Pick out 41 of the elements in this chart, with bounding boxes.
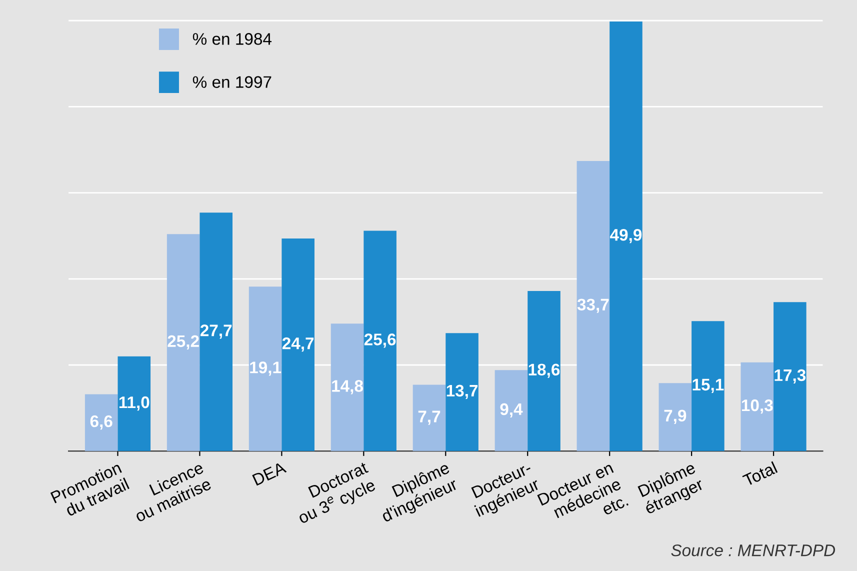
bar xyxy=(200,212,233,452)
bar xyxy=(282,238,314,452)
data-label: 27,7 xyxy=(200,324,232,339)
bar xyxy=(446,333,478,452)
bar xyxy=(774,302,806,452)
data-label: 33,7 xyxy=(577,298,609,313)
bar xyxy=(494,370,528,452)
data-label: 11,0 xyxy=(119,396,150,411)
bar xyxy=(412,384,446,452)
data-label: 49,9 xyxy=(610,228,642,244)
data-label: 17,3 xyxy=(774,369,806,384)
bar xyxy=(330,324,364,452)
bar xyxy=(166,234,200,452)
data-label: 7,9 xyxy=(664,410,686,424)
bar xyxy=(576,160,610,452)
bar xyxy=(528,290,560,452)
bar xyxy=(84,394,118,452)
bar xyxy=(740,362,774,452)
bar xyxy=(248,286,282,452)
data-label: 24,7 xyxy=(282,337,314,352)
data-label: 25,6 xyxy=(364,334,396,348)
data-label: 14,8 xyxy=(332,380,363,394)
data-label: 18,6 xyxy=(528,364,560,378)
bar xyxy=(658,383,692,452)
x-tick-label: Total xyxy=(742,461,778,487)
data-label: 15,1 xyxy=(692,378,724,393)
legend-label: % en 1997 xyxy=(192,76,272,88)
legend-label: % en 1984 xyxy=(192,33,272,45)
bar xyxy=(118,356,151,452)
data-label: 7,7 xyxy=(418,410,440,425)
data-label: 25,2 xyxy=(168,335,199,350)
bar xyxy=(364,230,396,452)
data-label: 19,1 xyxy=(250,362,282,376)
data-label: 10,3 xyxy=(742,399,773,414)
x-tick-label: DEA xyxy=(252,461,287,486)
bar xyxy=(692,321,724,452)
bar xyxy=(610,21,642,452)
data-label: 6,6 xyxy=(90,415,112,430)
data-label: 13,7 xyxy=(446,384,478,400)
data-label: 9,4 xyxy=(500,403,523,418)
source-note: Source : MENRT-DPD xyxy=(671,544,836,556)
